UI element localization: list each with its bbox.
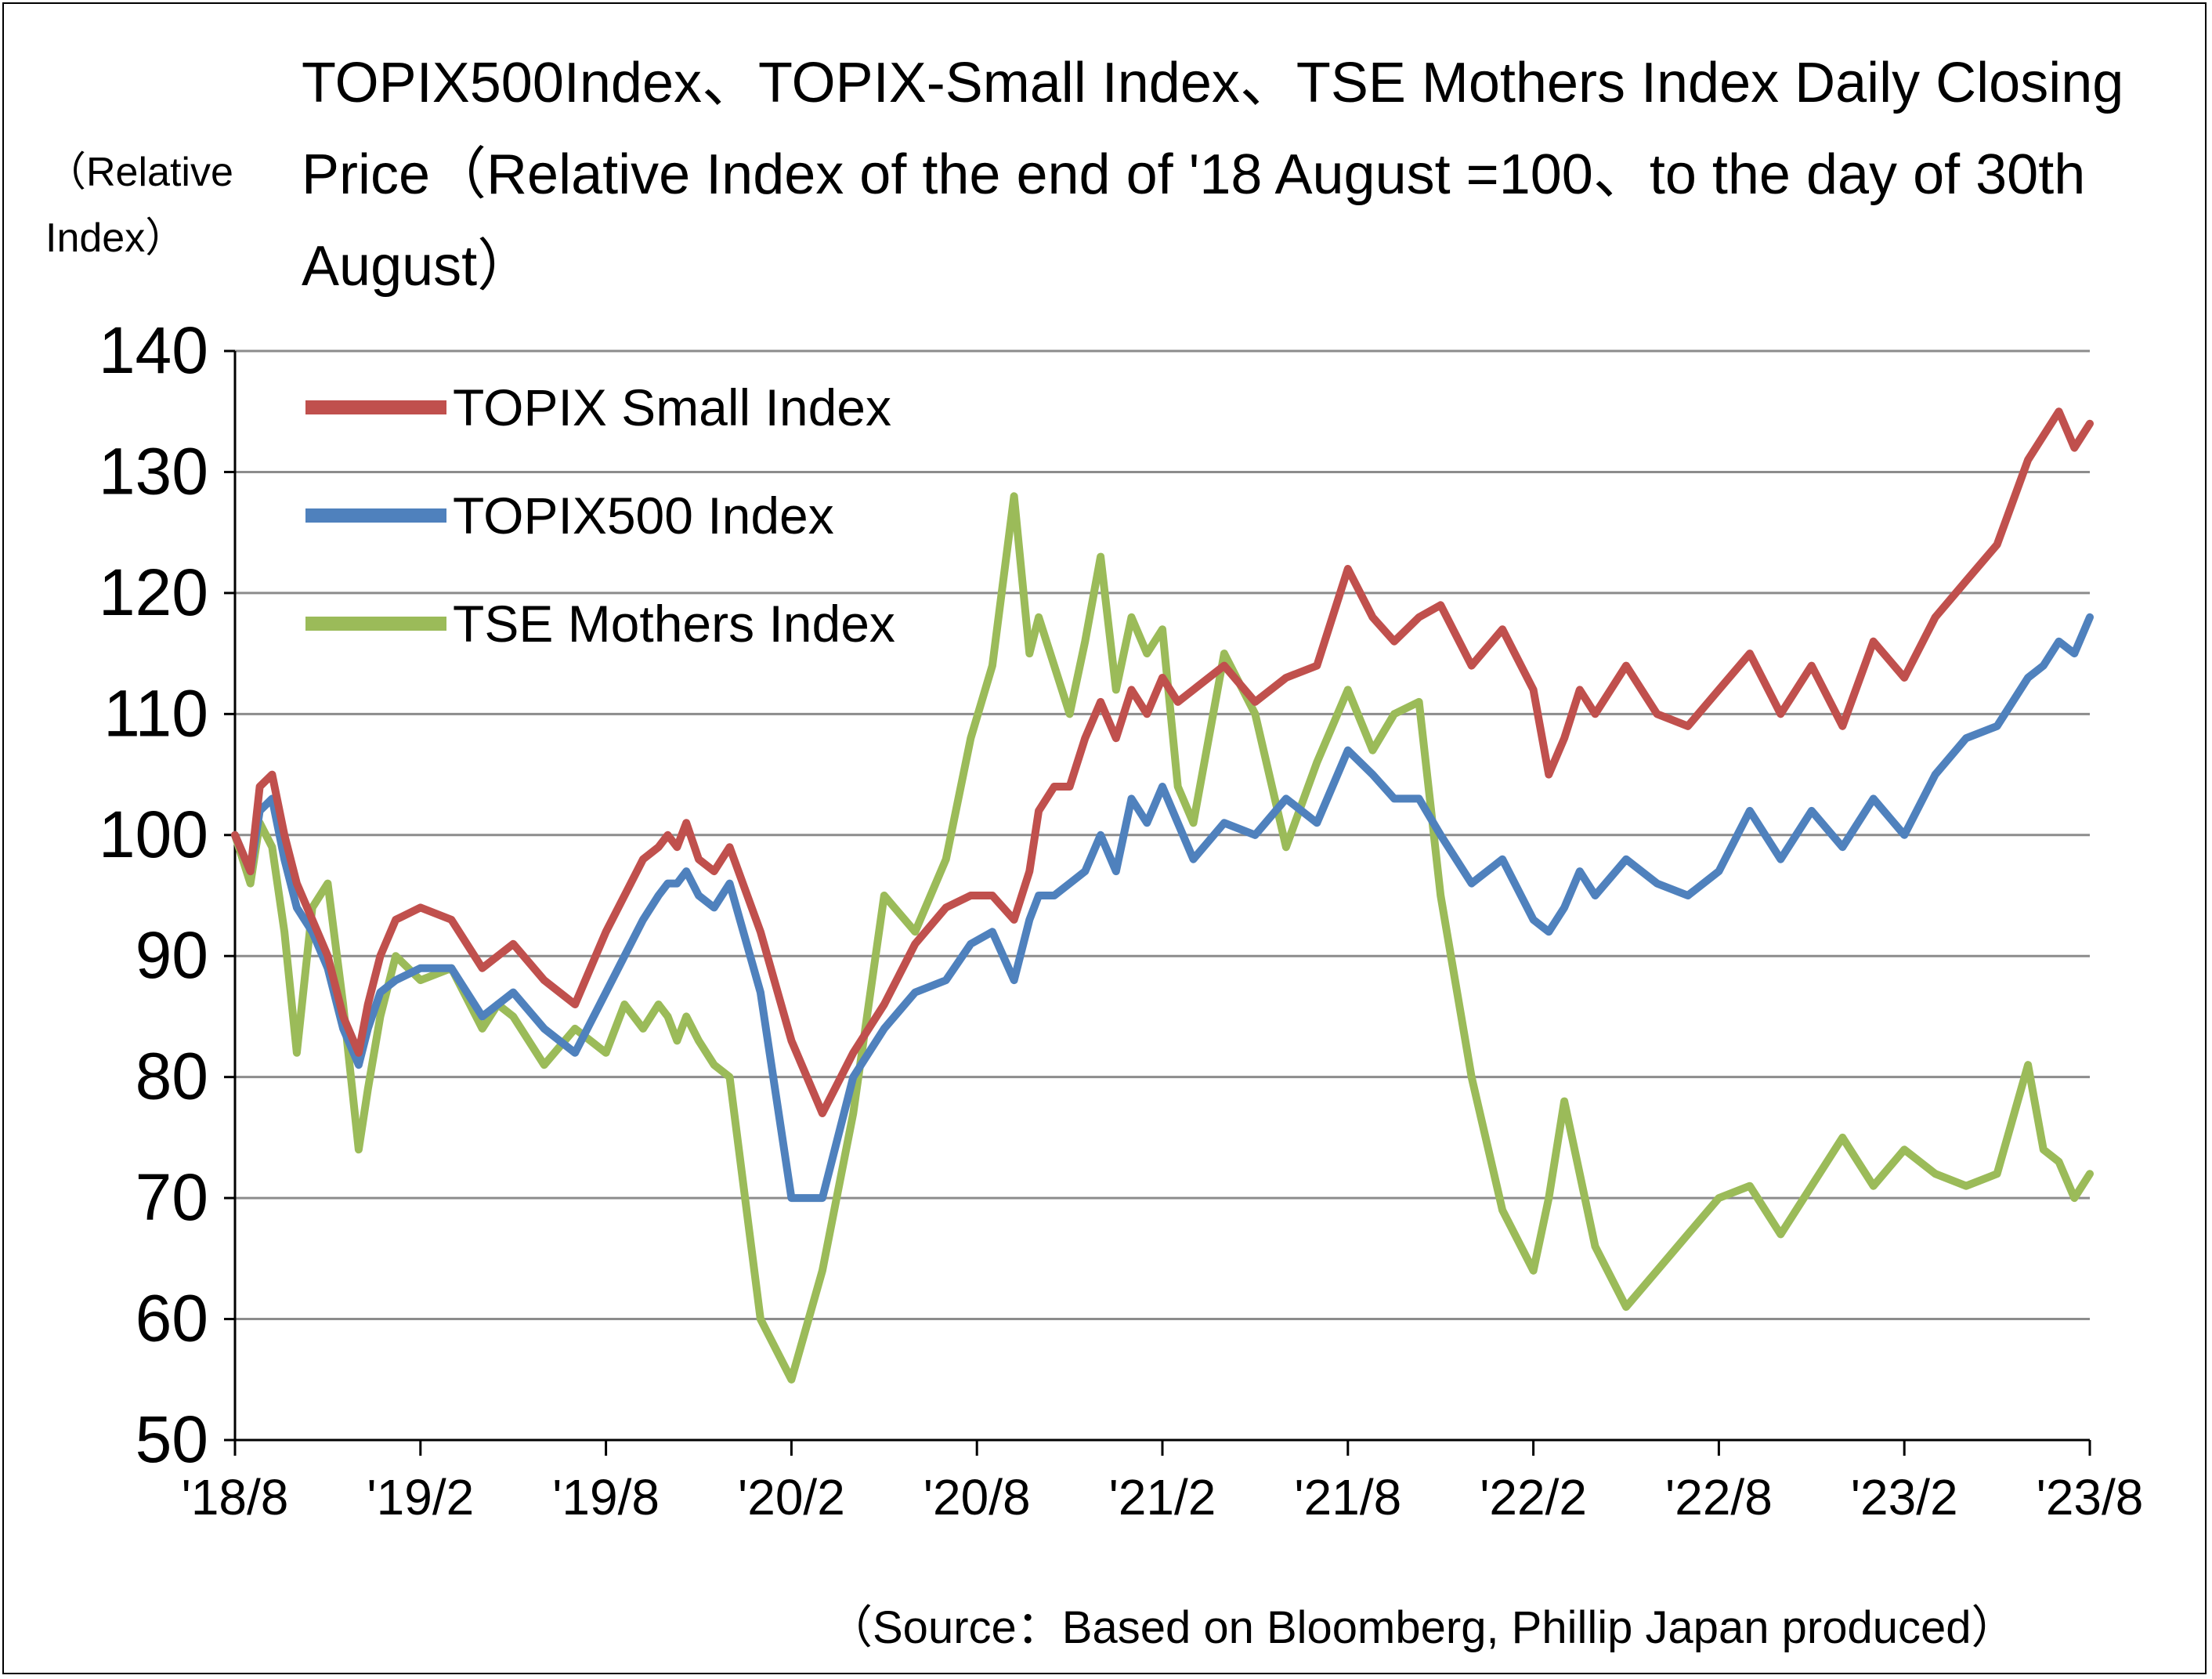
legend-item-topix-small: TOPIX Small Index [305,376,891,439]
y-tick-label: 80 [136,1040,208,1113]
x-tick-labels: '18/8 '19/2 '19/8 '20/2 '20/8 '21/2 '21/8 '22/2… [182,1469,2144,1525]
legend-item-tse-mothers: TSE Mothers Index [305,592,895,655]
axes [224,349,2091,1456]
x-tick-label: '19/2 [367,1469,474,1525]
x-tick-label: '22/2 [1480,1469,1587,1525]
x-tick-label: '19/8 [552,1469,660,1525]
series-topix500-line [231,613,2094,1203]
y-tick-label: 130 [99,434,208,508]
series-topix-small-line [231,407,2094,1117]
y-tick-label: 90 [136,918,208,992]
y-tick-label: 100 [99,798,208,871]
chart-title: TOPIX500Index、TOPIX-Small Index、TSE Moth… [302,52,2124,298]
y-tick-label: 50 [136,1402,208,1476]
legend-item-topix500: TOPIX500 Index [305,484,834,547]
y-tick-labels: 140 130 120 110 100 90 80 70 60 50 [99,313,208,1476]
legend-swatch-tse-mothers [305,617,446,631]
x-tick-label: '20/8 [923,1469,1031,1525]
x-tick-label: '23/2 [1851,1469,1958,1525]
y-axis-label: （Relative Index） [45,150,233,261]
legend-label-tse-mothers: TSE Mothers Index [453,595,895,653]
legend-label-topix-small: TOPIX Small Index [453,378,892,436]
source-note: （Source：Based on Bloomberg, Phillip Japa… [827,1602,2017,1653]
legend-label-topix500: TOPIX500 Index [453,487,834,545]
x-tick-label: '18/8 [182,1469,289,1525]
y-tick-label: 140 [99,313,208,387]
legend-swatch-topix-small [305,400,446,414]
y-tick-label: 110 [103,676,208,750]
x-tick-label: '20/2 [738,1469,845,1525]
x-tick-label: '21/2 [1109,1469,1216,1525]
x-tick-label: '23/8 [2037,1469,2144,1525]
y-tick-label: 60 [136,1282,208,1355]
x-tick-label: '21/8 [1294,1469,1401,1525]
y-tick-label: 120 [99,555,208,629]
series-lines [231,407,2094,1384]
y-tick-label: 70 [136,1160,208,1234]
x-tick-label: '22/8 [1665,1469,1773,1525]
legend-swatch-topix500 [305,508,446,523]
